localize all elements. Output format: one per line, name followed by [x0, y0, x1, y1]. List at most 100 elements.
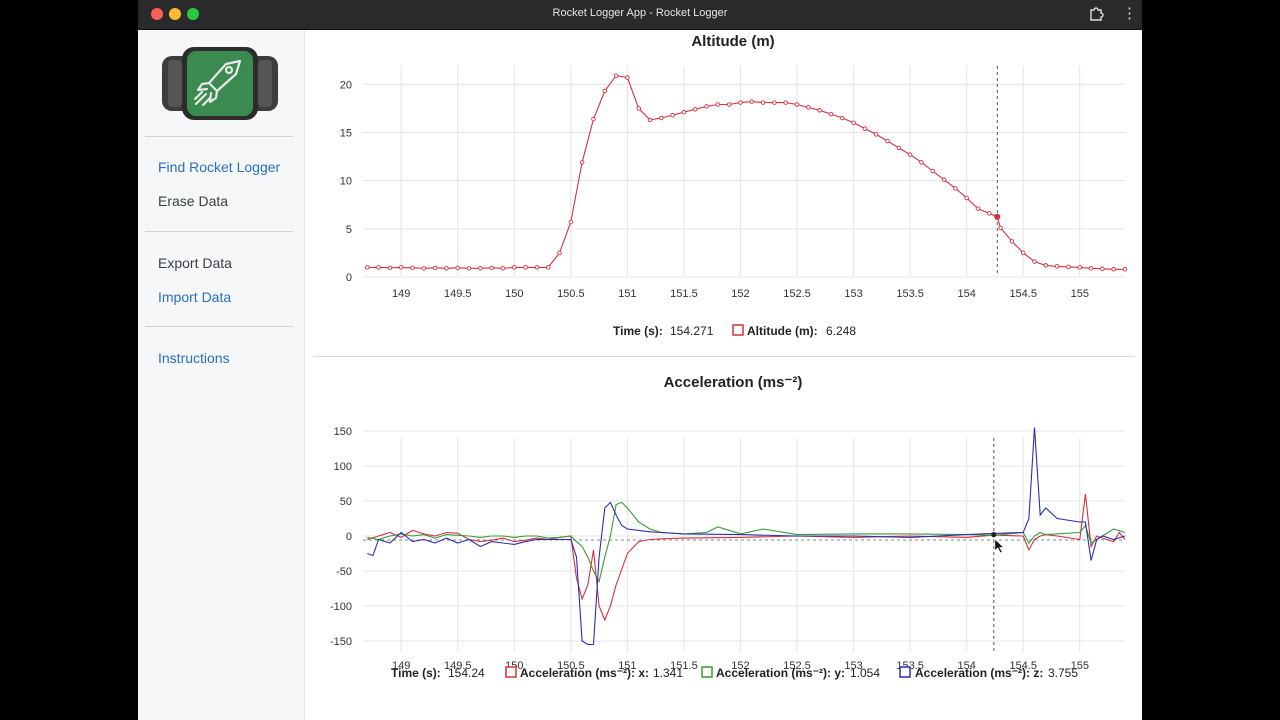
data-point: [896, 145, 902, 151]
altitude-legend-swatch: [732, 324, 744, 336]
minimize-window-button[interactable]: [169, 8, 181, 20]
import-data-link[interactable]: Import Data: [158, 289, 232, 305]
data-point: [1088, 266, 1094, 271]
y-tick-label: 15: [340, 127, 352, 139]
rocket-logger-logo: [162, 47, 278, 120]
data-point: [749, 99, 755, 104]
window-title: Rocket Logger App - Rocket Logger: [552, 7, 728, 19]
x-tick-label: 152.5: [783, 660, 811, 672]
data-point: [1054, 264, 1060, 269]
data-point: [444, 266, 449, 271]
data-point: [579, 160, 585, 165]
data-point: [512, 265, 517, 270]
data-point: [659, 115, 664, 121]
hover-point: [991, 532, 997, 538]
data-point: [545, 265, 551, 270]
altitude-chart-title: Altitude (m): [691, 33, 774, 50]
acceleration-chart[interactable]: Acceleration (ms⁻²) 149 149.5 150 150.5 151 1…: [305, 362, 1142, 720]
x-tick-label: 151: [618, 660, 636, 672]
y-tick-label: 100: [334, 461, 352, 473]
data-point: [806, 105, 811, 110]
erase-data-link[interactable]: Erase Data: [158, 193, 229, 209]
y-tick-label: -50: [336, 566, 352, 578]
x-tick-label: 149: [392, 288, 410, 300]
extension-icon[interactable]: [1088, 6, 1104, 22]
main-content: Altitude (m) 149 149.5 150 150.5 151 151.5 152…: [305, 30, 1142, 720]
data-point: [1032, 259, 1037, 264]
x-tick-label: 149.5: [444, 288, 472, 300]
maximize-window-button[interactable]: [187, 8, 199, 20]
y-tick-label: -100: [330, 601, 352, 613]
data-point: [365, 265, 370, 270]
altitude-series-value: 6.248: [826, 324, 856, 338]
x-tick-label: 153: [844, 288, 862, 300]
altitude-series-label: Altitude (m):: [747, 324, 818, 338]
accel-time-label: Time (s):: [391, 666, 441, 680]
accel-z-value: 3.755: [1048, 666, 1078, 680]
data-point: [681, 109, 687, 115]
export-data-link[interactable]: Export Data: [158, 255, 232, 271]
x-tick-label: 149.5: [444, 660, 472, 672]
data-point: [953, 186, 958, 191]
data-point: [907, 152, 913, 157]
instructions-link[interactable]: Instructions: [158, 350, 230, 366]
series-line-2: [367, 501, 1126, 584]
y-tick-label: 50: [340, 496, 352, 508]
x-tick-label: 154.5: [1009, 288, 1037, 300]
data-point: [941, 177, 947, 182]
menu-icon[interactable]: ⋮: [1122, 5, 1137, 22]
y-tick-label: 0: [346, 272, 352, 284]
data-point: [421, 266, 427, 271]
x-tick-label: 152.5: [783, 288, 811, 300]
x-tick-label: 151.5: [670, 288, 698, 300]
altitude-time-value: 154.271: [670, 324, 714, 338]
altitude-chart[interactable]: Altitude (m) 149 149.5 150 150.5 151 151.5 152…: [305, 30, 1142, 350]
data-point: [613, 73, 619, 78]
data-point: [1077, 265, 1083, 270]
data-point: [692, 107, 698, 112]
data-point: [817, 108, 822, 113]
app-window: Rocket Logger App - Rocket Logger ⋮ Find: [138, 0, 1142, 720]
data-point: [534, 265, 540, 270]
y-tick-label: 5: [346, 224, 352, 236]
data-point: [478, 266, 483, 271]
data-point: [998, 225, 1003, 231]
data-point: [704, 104, 709, 109]
data-point: [885, 138, 890, 144]
find-rocket-logger-link[interactable]: Find Rocket Logger: [158, 159, 281, 175]
x-tick-label: 154.5: [1009, 660, 1037, 672]
data-point: [772, 100, 777, 105]
sidebar: Find Rocket Logger Erase Data Export Dat…: [138, 30, 305, 720]
data-point: [500, 266, 506, 271]
y-tick-label: 150: [334, 426, 352, 438]
data-point: [783, 100, 788, 105]
data-point: [489, 265, 494, 271]
y-tick-label: 10: [340, 176, 352, 188]
data-point: [1122, 267, 1128, 272]
close-window-button[interactable]: [151, 8, 163, 20]
x-tick-label: 153: [844, 660, 862, 672]
data-point: [432, 265, 438, 271]
data-point: [647, 117, 653, 123]
altitude-readout: Time (s): 154.271 Altitude (m): 6.248: [613, 324, 856, 338]
data-point: [828, 111, 834, 117]
x-tick-label: 151: [618, 288, 636, 300]
x-tick-label: 150: [505, 288, 523, 300]
data-point: [994, 213, 1001, 220]
y-tick-label: -150: [330, 636, 352, 648]
x-tick-label: 154: [957, 660, 975, 672]
accel-time-value: 154.24: [448, 666, 485, 680]
data-point: [376, 265, 381, 270]
data-point: [1066, 264, 1071, 270]
data-point: [557, 250, 562, 256]
data-point: [794, 102, 800, 107]
x-tick-label: 152: [731, 288, 749, 300]
accel-y-legend-swatch: [701, 666, 713, 678]
sidebar-divider: [145, 136, 293, 137]
data-point: [670, 112, 675, 118]
data-point: [625, 75, 630, 80]
mouse-pointer-icon: [994, 538, 1005, 554]
x-tick-label: 154: [957, 288, 975, 300]
data-point: [975, 206, 981, 211]
acceleration-chart-title: Acceleration (ms⁻²): [664, 374, 803, 391]
